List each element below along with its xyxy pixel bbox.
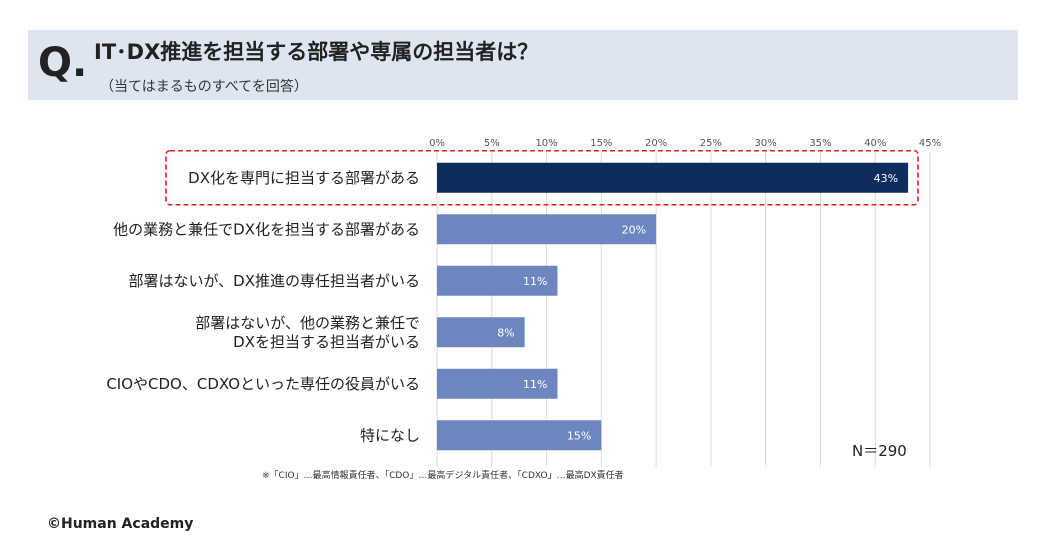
bar (437, 317, 525, 348)
x-tick-label: 0% (429, 138, 445, 149)
category-label: 他の業務と兼任でDX化を担当する部署がある (113, 220, 420, 238)
sample-size-label: N＝290 (852, 442, 907, 460)
bar (437, 265, 558, 296)
bar (437, 214, 657, 245)
category-label: DX化を専門に担当する部署がある (188, 169, 420, 187)
bar (437, 368, 558, 399)
data-label: 8% (497, 326, 514, 339)
x-tick-label: 25% (700, 138, 722, 149)
x-tick-label: 45% (919, 138, 941, 149)
data-label: 43% (874, 172, 898, 185)
data-label: 11% (523, 275, 547, 288)
bar (437, 420, 602, 451)
copyright: ©Human Academy (47, 516, 194, 532)
data-label: 20% (622, 223, 646, 236)
x-tick-label: 5% (484, 138, 500, 149)
highlight-box (165, 149, 919, 206)
footnote: ※「CIO」…最高情報責任者、「CDO」…最高デジタル責任者、「CDXO」…最高… (262, 471, 624, 481)
category-label: DXを担当する担当者がいる (233, 333, 420, 351)
data-label: 11% (523, 378, 547, 391)
category-label: 部署はないが、DX推進の専任担当者がいる (128, 272, 420, 290)
x-tick-label: 30% (755, 138, 777, 149)
chart-svg: 0% 5% 10% 15% 20% 25% 30% 35% 40% 45% 43% DX化を専門に担当… (106, 138, 941, 467)
category-label: 特になし (360, 426, 420, 444)
category-label: 部署はないが、他の業務と兼任で (195, 314, 420, 332)
x-tick-label: 10% (535, 138, 557, 149)
x-tick-label: 35% (809, 138, 831, 149)
bar-chart: 0% 5% 10% 15% 20% 25% 30% 35% 40% 45% 43% DX化を専門に担当… (0, 120, 1045, 490)
category-label: CIOやCDO、CDXOといった専任の役員がいる (106, 375, 420, 393)
question-mark: Q. (38, 40, 88, 86)
question-header: Q. IT･DX推進を担当する部署や専属の担当者は？ （当てはまるものすべてを回… (28, 30, 1018, 100)
data-label: 15% (567, 429, 591, 442)
x-tick-label: 40% (864, 138, 886, 149)
bar (437, 162, 909, 193)
page-subtitle: （当てはまるものすべてを回答） (100, 79, 308, 95)
page-title: IT･DX推進を担当する部署や専属の担当者は？ (94, 40, 539, 64)
x-tick-label: 20% (645, 138, 667, 149)
x-tick-label: 15% (590, 138, 612, 149)
